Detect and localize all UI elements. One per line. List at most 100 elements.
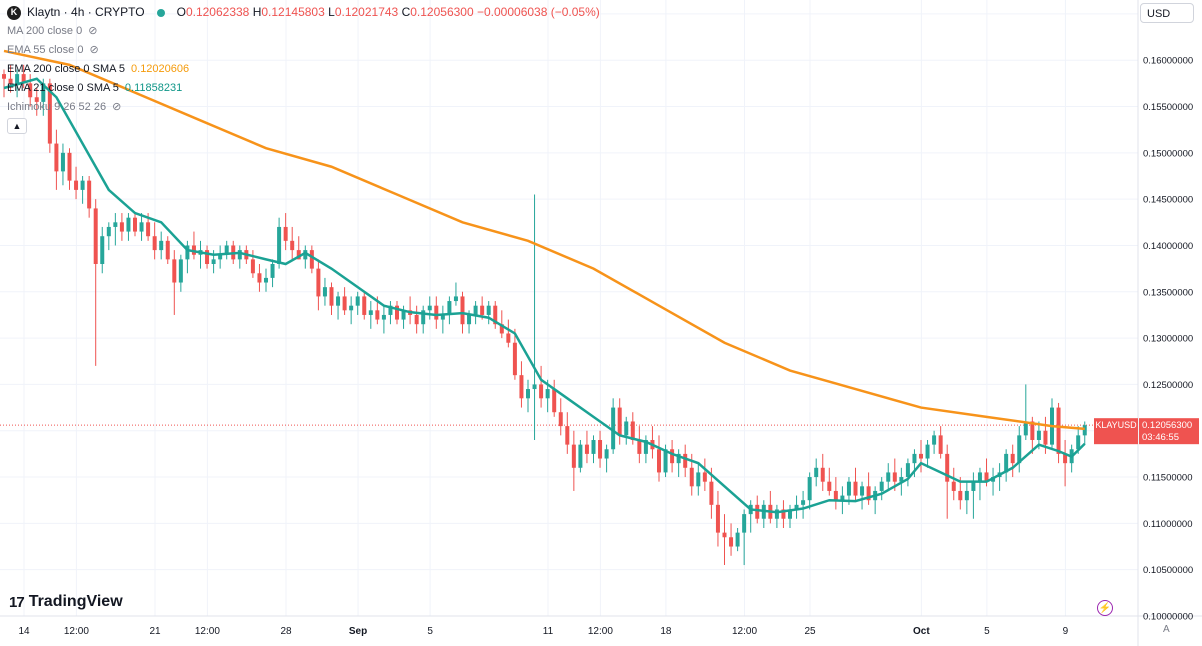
candle-body <box>558 412 563 427</box>
indicator-ma200[interactable]: MA 200 close 0 ⊘ <box>7 22 97 41</box>
low-value: 0.12021743 <box>334 5 399 19</box>
candle-body <box>663 449 668 473</box>
collapse-legend-button[interactable]: ▲ <box>7 118 27 134</box>
candle-body <box>34 97 39 102</box>
candle-body <box>126 217 131 232</box>
candle-body <box>119 222 124 232</box>
candle-body <box>87 180 92 209</box>
auto-scale-button[interactable]: A <box>1163 624 1170 635</box>
x-tick-label: 12:00 <box>64 626 89 637</box>
candle-body <box>801 500 806 505</box>
x-tick-label: 12:00 <box>588 626 613 637</box>
y-tick-label: 0.14000000 <box>1143 241 1193 252</box>
candle-body <box>598 440 603 459</box>
x-tick-label: Oct <box>913 626 930 637</box>
candle-body <box>21 74 26 84</box>
tradingview-mark-icon: 17 <box>9 593 25 611</box>
y-tick-label: 0.15500000 <box>1143 102 1193 113</box>
candle-body <box>80 180 85 190</box>
high-value: 0.12145803 <box>261 5 325 19</box>
candle-body <box>113 222 118 227</box>
candle-body <box>1023 421 1028 436</box>
candle-body <box>964 490 969 501</box>
indicator-name: EMA 200 close 0 SMA 5 <box>7 63 126 75</box>
y-tick-label: 0.13000000 <box>1143 334 1193 345</box>
indicator-ema200[interactable]: EMA 200 close 0 SMA 5 0.12020606 <box>7 60 189 79</box>
candle-body <box>309 250 314 269</box>
candle-body <box>165 240 170 260</box>
candle-body <box>932 435 937 445</box>
candle-body <box>1076 435 1081 450</box>
indicator-ema21[interactable]: EMA 21 close 0 SMA 5 0.11858231 <box>7 79 182 98</box>
y-tick-label: 0.12500000 <box>1143 380 1193 391</box>
candle-body <box>290 240 295 251</box>
candle-body <box>178 259 183 283</box>
candle-body <box>1030 421 1035 440</box>
candle-body <box>453 296 458 302</box>
symbol-header[interactable]: K Klaytn · 4h · CRYPTO O0.12062338 H0.12… <box>7 3 600 22</box>
x-tick-label: 21 <box>149 626 161 637</box>
candle-body <box>100 236 105 264</box>
x-tick-label: 18 <box>660 626 672 637</box>
y-tick-label: 0.11500000 <box>1143 473 1193 484</box>
candle-body <box>604 449 609 459</box>
hidden-eye-icon[interactable]: ⊘ <box>88 25 98 37</box>
candle-body <box>755 504 760 519</box>
candle-body <box>637 440 642 454</box>
currency-button[interactable]: USD <box>1140 3 1194 23</box>
indicator-ichimoku[interactable]: Ichimoku 9 26 52 26 ⊘ <box>7 98 121 117</box>
high-label: H <box>252 5 262 19</box>
candle-body <box>807 477 812 501</box>
indicator-name: EMA 55 close 0 <box>7 44 84 56</box>
price-tag: KLAYUSD 0.12056300 03:46:55 <box>1094 418 1199 445</box>
candle-body <box>427 305 432 311</box>
candle-body <box>696 472 701 487</box>
candle-body <box>689 467 694 487</box>
candle-body <box>971 481 976 491</box>
candle-body <box>2 74 6 79</box>
candle-body <box>421 310 426 325</box>
candle-body <box>545 389 550 399</box>
price-tag-symbol: KLAYUSD <box>1095 420 1137 430</box>
candle-body <box>277 226 282 264</box>
indicator-name: Ichimoku 9 26 52 26 <box>7 101 107 113</box>
hidden-eye-icon[interactable]: ⊘ <box>89 44 99 56</box>
ema200-line <box>3 49 1085 431</box>
candle-body <box>788 509 792 519</box>
x-tick-label: 28 <box>280 626 292 637</box>
candle-body <box>630 421 635 440</box>
candle-body <box>224 245 229 255</box>
price-tag-value-box <box>1139 418 1199 445</box>
candle-body <box>879 481 884 491</box>
candle-body <box>41 83 46 102</box>
symbol-title[interactable]: Klaytn · 4h · CRYPTO <box>27 5 145 19</box>
candle-body <box>139 222 144 232</box>
candle-body <box>467 314 472 325</box>
brand-name: TradingView <box>28 593 123 610</box>
flash-icon[interactable]: ⚡ <box>1097 600 1113 616</box>
open-label: O <box>176 5 186 19</box>
x-tick-label: 5 <box>427 626 433 637</box>
candle-body <box>611 407 616 450</box>
candle-body <box>539 384 544 399</box>
candle-body <box>742 514 747 533</box>
candle-body <box>47 83 52 144</box>
candle-body <box>440 314 445 320</box>
indicator-name: EMA 21 close 0 SMA 5 <box>7 82 119 94</box>
y-tick-label: 0.14500000 <box>1143 195 1193 206</box>
candle-body <box>185 245 190 260</box>
tradingview-logo[interactable]: 17 TradingView <box>9 593 123 611</box>
candle-body <box>506 333 511 343</box>
auto-scale-label: A <box>1163 624 1170 635</box>
candle-body <box>945 453 950 482</box>
candle-body <box>1004 453 1009 473</box>
hidden-eye-icon[interactable]: ⊘ <box>112 101 122 113</box>
candle-body <box>722 532 727 538</box>
candle-body <box>447 301 452 315</box>
candle-body <box>480 305 485 315</box>
candle-body <box>1056 407 1061 454</box>
candle-body <box>1036 430 1041 440</box>
indicator-ema55[interactable]: EMA 55 close 0 ⊘ <box>7 41 99 60</box>
y-tick-label: 0.10500000 <box>1143 565 1193 576</box>
